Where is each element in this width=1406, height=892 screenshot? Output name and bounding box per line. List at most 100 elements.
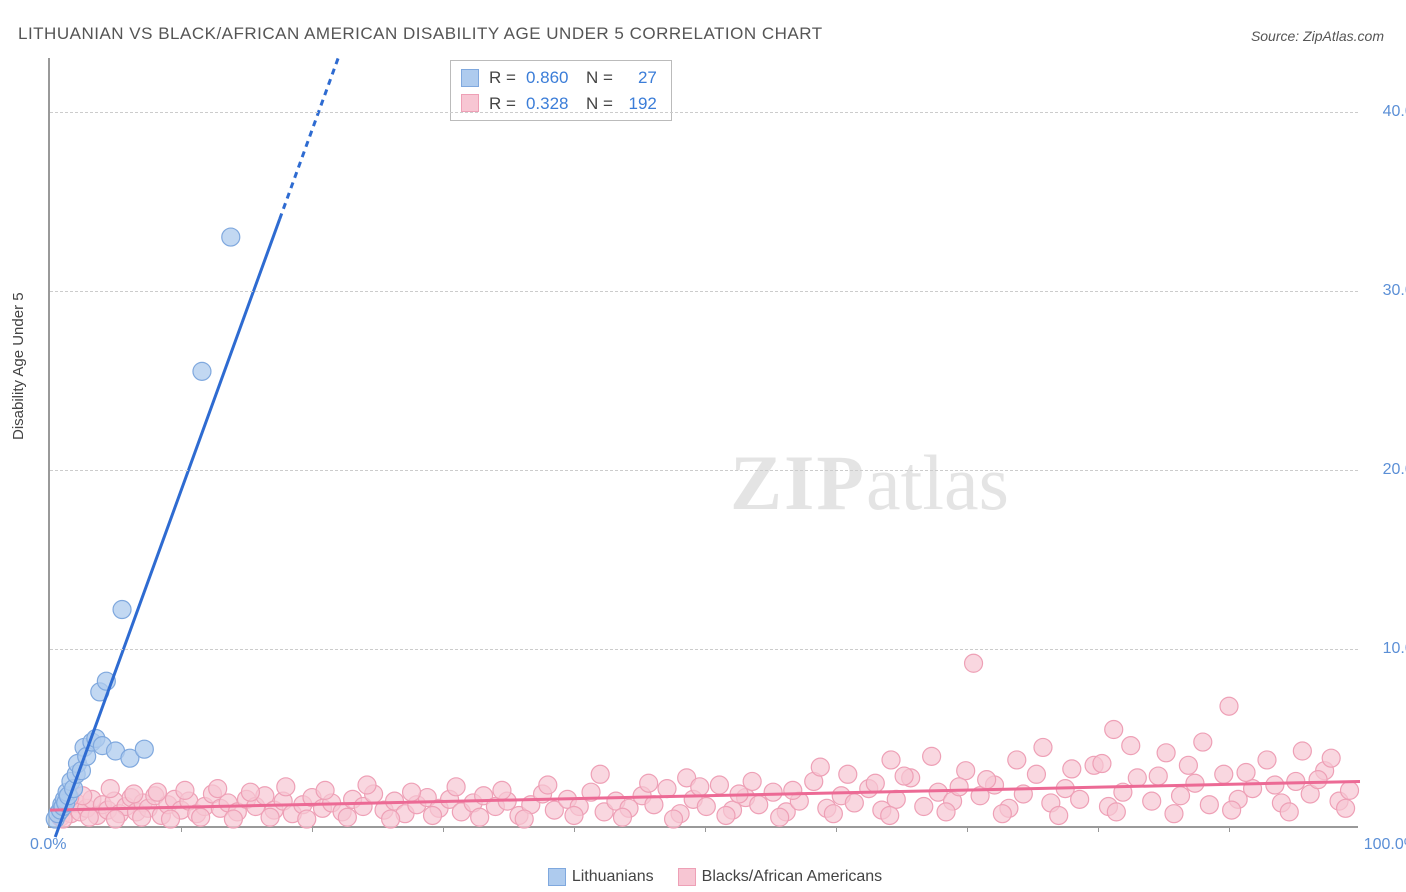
scatter-point — [882, 751, 900, 769]
gridline-h — [50, 291, 1358, 292]
scatter-point — [1220, 697, 1238, 715]
scatter-point — [298, 810, 316, 828]
scatter-point — [923, 747, 941, 765]
x-minor-tick — [1229, 826, 1230, 832]
scatter-point — [1258, 751, 1276, 769]
series-legend: Lithuanians Blacks/African Americans — [0, 868, 1406, 886]
y-tick-label: 30.0% — [1383, 282, 1406, 300]
scatter-point — [493, 781, 511, 799]
scatter-point — [1215, 765, 1233, 783]
scatter-point — [771, 808, 789, 826]
source-label: Source: ZipAtlas.com — [1251, 28, 1384, 44]
legend-row: R =0.860N =27 — [461, 65, 657, 91]
scatter-point — [209, 780, 227, 798]
scatter-point — [993, 805, 1011, 823]
scatter-point — [1322, 749, 1340, 767]
scatter-point — [162, 810, 180, 828]
chart-title: LITHUANIAN VS BLACK/AFRICAN AMERICAN DIS… — [18, 24, 823, 44]
scatter-point — [133, 808, 151, 826]
scatter-point — [965, 654, 983, 672]
scatter-point — [403, 783, 421, 801]
scatter-point — [1293, 742, 1311, 760]
scatter-point — [1063, 760, 1081, 778]
scatter-point — [915, 798, 933, 816]
scatter-point — [845, 794, 863, 812]
x-tick-max: 100.0% — [1364, 836, 1406, 854]
scatter-point — [148, 783, 166, 801]
scatter-point — [1050, 806, 1068, 824]
x-tick-min: 0.0% — [30, 836, 66, 854]
scatter-point — [697, 798, 715, 816]
x-minor-tick — [836, 826, 837, 832]
scatter-point — [691, 778, 709, 796]
scatter-point — [1034, 738, 1052, 756]
legend-r-value: 0.860 — [526, 65, 576, 91]
scatter-point — [471, 808, 489, 826]
scatter-point — [658, 780, 676, 798]
scatter-point — [1107, 803, 1125, 821]
scatter-point — [1179, 756, 1197, 774]
y-tick-label: 40.0% — [1383, 103, 1406, 121]
scatter-point — [1200, 796, 1218, 814]
scatter-point — [710, 776, 728, 794]
scatter-point — [1223, 801, 1241, 819]
scatter-point — [1093, 755, 1111, 773]
gridline-h — [50, 470, 1358, 471]
scatter-point — [1128, 769, 1146, 787]
scatter-point — [193, 362, 211, 380]
scatter-point — [539, 776, 557, 794]
scatter-point — [764, 783, 782, 801]
scatter-plot-svg — [50, 58, 1358, 826]
legend-r-label: R = — [489, 65, 516, 91]
scatter-point — [176, 781, 194, 799]
legend-swatch — [548, 868, 566, 886]
scatter-point — [1165, 805, 1183, 823]
scatter-point — [1071, 790, 1089, 808]
scatter-point — [1008, 751, 1026, 769]
scatter-point — [824, 805, 842, 823]
scatter-point — [811, 758, 829, 776]
y-tick-label: 20.0% — [1383, 461, 1406, 479]
scatter-point — [101, 780, 119, 798]
x-minor-tick — [1098, 826, 1099, 832]
scatter-point — [978, 771, 996, 789]
scatter-point — [135, 740, 153, 758]
scatter-point — [224, 810, 242, 828]
legend-swatch — [461, 69, 479, 87]
scatter-point — [192, 808, 210, 826]
plot-area: ZIPatlas R =0.860N =27R =0.328N =192 0.0… — [48, 58, 1358, 828]
legend-n-label: N = — [586, 65, 613, 91]
x-minor-tick — [705, 826, 706, 832]
scatter-point — [665, 810, 683, 828]
series-label: Lithuanians — [572, 868, 654, 885]
scatter-point — [515, 810, 533, 828]
scatter-point — [717, 806, 735, 824]
scatter-point — [1237, 763, 1255, 781]
scatter-point — [1157, 744, 1175, 762]
scatter-point — [1266, 776, 1284, 794]
scatter-point — [784, 781, 802, 799]
scatter-point — [80, 808, 98, 826]
scatter-point — [1122, 737, 1140, 755]
scatter-point — [881, 806, 899, 824]
scatter-point — [950, 778, 968, 796]
scatter-point — [382, 810, 400, 828]
scatter-point — [1143, 792, 1161, 810]
x-minor-tick — [967, 826, 968, 832]
scatter-point — [895, 767, 913, 785]
trend-line — [55, 219, 279, 837]
series-label: Blacks/African Americans — [702, 868, 883, 885]
scatter-point — [1280, 803, 1298, 821]
scatter-point — [957, 762, 975, 780]
legend-swatch — [461, 94, 479, 112]
scatter-point — [125, 785, 143, 803]
scatter-point — [1341, 781, 1359, 799]
scatter-point — [222, 228, 240, 246]
scatter-point — [447, 778, 465, 796]
scatter-point — [839, 765, 857, 783]
scatter-point — [1105, 721, 1123, 739]
scatter-point — [750, 796, 768, 814]
scatter-point — [1186, 774, 1204, 792]
scatter-point — [565, 806, 583, 824]
x-minor-tick — [181, 826, 182, 832]
